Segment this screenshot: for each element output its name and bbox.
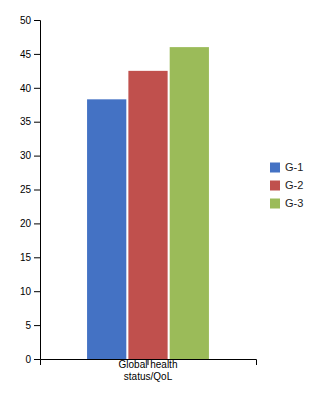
tick-label: 10	[20, 286, 32, 297]
legend-swatch	[270, 199, 280, 209]
legend-swatch	[270, 181, 280, 191]
x-tick: Global healthstatus/QoL	[119, 359, 178, 382]
chart-container: 0 5 10 15 20 25 30 35 40 45 50 Global healthstatus/…	[0, 0, 336, 409]
y-tick: 10	[20, 286, 40, 297]
y-tick: 35	[20, 116, 40, 127]
legend-label: G-1	[285, 161, 303, 173]
tick-label: 35	[20, 116, 32, 127]
tick-mark	[34, 257, 40, 258]
legend-item: G-1	[270, 161, 303, 173]
y-tick: 15	[20, 252, 40, 263]
tick-label: 50	[20, 15, 32, 26]
bars	[87, 47, 209, 359]
tick-mark	[34, 156, 40, 157]
tick-label: 5	[25, 320, 31, 331]
tick-label-line: status/QoL	[124, 371, 173, 382]
tick-label: 40	[20, 83, 32, 94]
y-tick: 50	[20, 15, 40, 26]
chart: 0 5 10 15 20 25 30 35 40 45 50 Global healthstatus/…	[0, 0, 336, 409]
bar	[87, 99, 126, 359]
tick-label: 15	[20, 252, 32, 263]
bar-series	[170, 47, 209, 359]
tick-mark	[34, 359, 40, 360]
axis-line	[34, 21, 41, 360]
plot: 0 5 10 15 20 25 30 35 40 45 50 Global healthstatus/…	[20, 15, 257, 382]
legend-swatch	[270, 163, 280, 173]
tick-mark	[34, 291, 40, 292]
y-tick: 45	[20, 49, 40, 60]
bar-series	[87, 99, 126, 359]
tick-label: 25	[20, 184, 32, 195]
y-tick: 0	[25, 354, 40, 365]
tick-mark	[34, 325, 40, 326]
tick-label-line: Global health	[119, 359, 178, 370]
tick-mark	[34, 54, 40, 55]
tick-label: 20	[20, 218, 32, 229]
tick-mark	[34, 20, 40, 21]
bar-series	[128, 71, 167, 359]
tick-mark	[34, 122, 40, 123]
legend: G-1 G-2 G-3	[270, 161, 303, 209]
legend-label: G-3	[285, 197, 303, 209]
legend-label: G-2	[285, 179, 303, 191]
tick-mark	[34, 190, 40, 191]
tick-label: 45	[20, 49, 32, 60]
y-tick: 30	[20, 150, 40, 161]
tick-label: Global healthstatus/QoL	[119, 359, 178, 382]
tick-mark	[34, 223, 40, 224]
tick-mark	[34, 88, 40, 89]
x-axis: Global healthstatus/QoL	[41, 359, 257, 382]
y-tick: 20	[20, 218, 40, 229]
y-tick: 5	[25, 320, 40, 331]
bar	[128, 71, 167, 359]
y-axis: 0 5 10 15 20 25 30 35 40 45 50	[20, 15, 41, 365]
legend-item: G-3	[270, 197, 303, 209]
bar	[170, 47, 209, 359]
y-tick: 25	[20, 184, 40, 195]
tick-label: 0	[25, 354, 31, 365]
legend-item: G-2	[270, 179, 303, 191]
y-tick: 40	[20, 83, 40, 94]
tick-label: 30	[20, 150, 32, 161]
